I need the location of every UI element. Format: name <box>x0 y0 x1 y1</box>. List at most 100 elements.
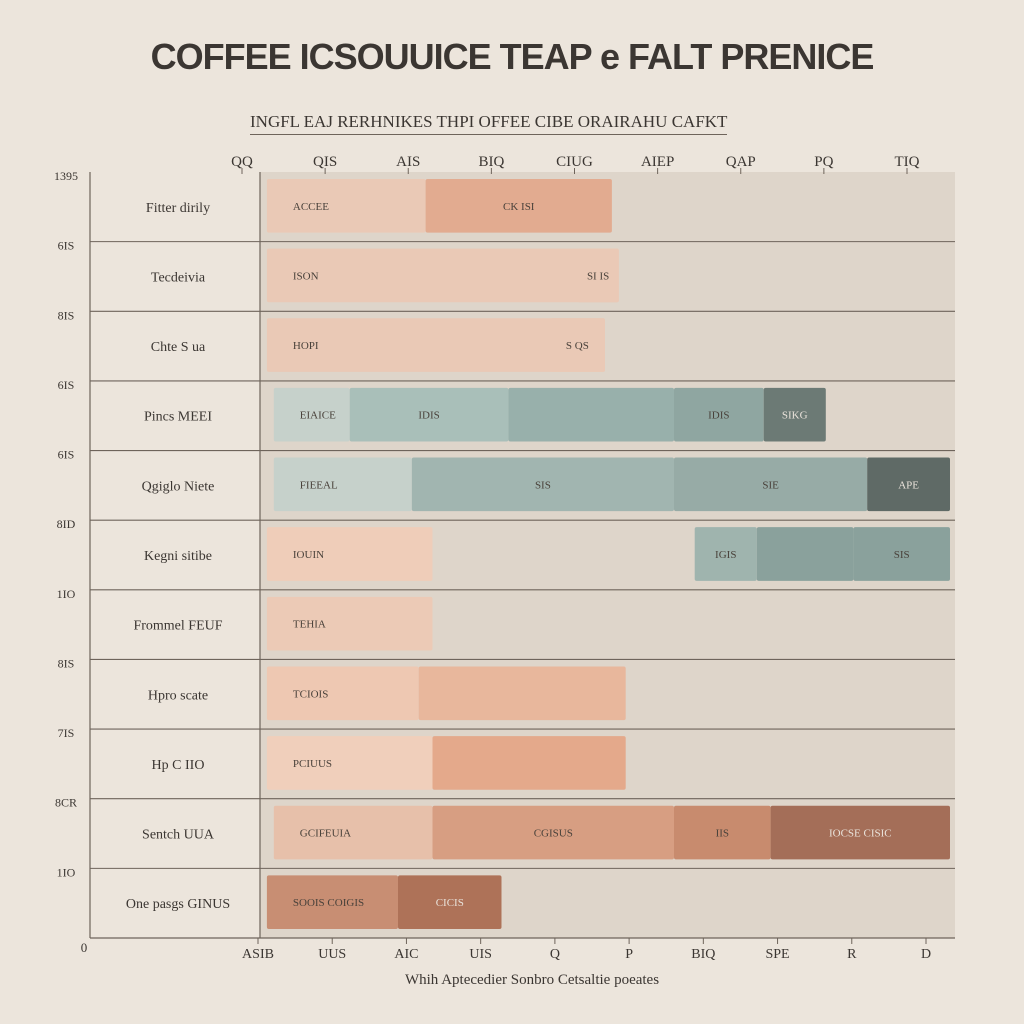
category-label: Kegni sitibe <box>144 549 212 564</box>
bar-label: TEHIA <box>293 619 326 631</box>
left-tick-label: 6IS <box>58 239 75 253</box>
bar-label: HOPI <box>293 340 319 352</box>
bar-segment <box>266 596 433 651</box>
chart-title: COFFEE ICSOUUICE TEAP e FALT PRENICE <box>150 36 875 77</box>
bottom-tick-label: AIC <box>394 947 418 962</box>
bar-segment <box>674 805 771 860</box>
left-tick-label: 8IS <box>58 308 75 322</box>
bar-segment <box>425 179 612 233</box>
bar-segment <box>432 805 674 860</box>
bar-segment <box>674 387 764 442</box>
category-label: Fitter dirily <box>146 201 210 216</box>
top-tick-label: TIQ <box>895 154 920 170</box>
bar-segment <box>398 875 502 929</box>
left-tick-label: 8ID <box>57 517 76 531</box>
left-tick-label: 7IS <box>58 726 75 740</box>
left-tick-label: 1IO <box>57 587 76 601</box>
bar-segment <box>273 805 433 860</box>
top-tick-label: AIS <box>396 154 420 170</box>
left-tick-label: 6IS <box>58 448 75 462</box>
bottom-tick-label: ASIB <box>242 947 274 962</box>
category-label: Qgiglo Niete <box>142 479 215 494</box>
bar-segment <box>694 527 757 581</box>
category-label: Hpro scate <box>148 688 208 703</box>
bar-label: FIEEAL <box>300 479 338 491</box>
chart-subtitle: INGFL EAJ RERHNIKES THPI OFFEE CIBE ORAI… <box>250 112 728 135</box>
bar-label: SIKG <box>782 410 808 422</box>
bar-label: IGIS <box>715 549 736 561</box>
bar-label: SIS <box>535 479 551 491</box>
bottom-tick-label: P <box>625 947 633 962</box>
bar-label: SIE <box>762 479 779 491</box>
bar-label: SOOIS COIGIS <box>293 897 364 909</box>
bar-label: S QS <box>566 340 589 352</box>
bar-segment <box>549 318 605 372</box>
top-tick-label: PQ <box>814 154 833 170</box>
bar-label: CK ISI <box>503 201 535 213</box>
bar-label: SI IS <box>587 270 609 282</box>
bottom-tick-label: UIS <box>469 947 492 962</box>
bar-segment <box>266 666 419 721</box>
bar-label: IOCSE CISIC <box>829 828 892 840</box>
bottom-tick-label: Q <box>550 947 560 962</box>
bar-label: IIS <box>716 828 729 840</box>
bar-label: EIAICE <box>300 410 336 422</box>
origin-label: 0 <box>81 940 88 955</box>
bar-segment <box>273 457 412 512</box>
left-tick-label: 6IS <box>58 378 75 392</box>
bar-label: IDIS <box>418 410 439 422</box>
bottom-tick-label: SPE <box>765 947 789 962</box>
bottom-tick-label: BIQ <box>691 947 715 962</box>
bar-segment <box>266 527 433 581</box>
bottom-tick-label: R <box>847 947 857 962</box>
bar-label: ISON <box>293 270 319 282</box>
bar-segment <box>266 736 433 790</box>
left-tick-label: 1IO <box>57 865 76 879</box>
top-tick-label: AIEP <box>641 154 674 170</box>
bar-segment <box>674 457 868 512</box>
category-label: Hp C IIO <box>152 758 205 773</box>
bar-segment <box>266 318 605 372</box>
bar-segment <box>763 387 826 442</box>
top-tick-label: QAP <box>726 154 756 170</box>
top-tick-label: QQ <box>231 154 253 170</box>
bar-label: CGISUS <box>534 828 573 840</box>
bar-label: GCIFEUIA <box>300 828 351 840</box>
category-label: One pasgs GINUS <box>126 897 230 912</box>
bar-segment <box>273 387 350 442</box>
category-label: Sentch UUA <box>142 828 215 843</box>
bar-label: APE <box>898 479 919 491</box>
bar-segment <box>266 875 398 929</box>
bar-segment <box>756 527 854 581</box>
bar-segment <box>867 457 950 512</box>
bar-label: SIS <box>894 549 910 561</box>
bar-label: IDIS <box>708 410 729 422</box>
bar-segment <box>508 387 674 442</box>
bar-label: IOUIN <box>293 549 324 561</box>
bar-label: TCIOIS <box>293 688 328 700</box>
bar-label: ACCEE <box>293 201 329 213</box>
bottom-tick-label: UUS <box>318 947 346 962</box>
bottom-tick-label: D <box>921 947 931 962</box>
left-tick-label: 8IS <box>58 656 75 670</box>
category-label: Frommel FEUF <box>133 619 222 634</box>
bar-segment <box>770 805 950 860</box>
bar-segment <box>266 179 426 233</box>
bar-segment <box>432 736 626 790</box>
x-axis-label: Whih Aptecedier Sonbro Cetsaltie poeates <box>404 972 660 988</box>
left-tick-label: 1395 <box>54 169 78 183</box>
top-tick-label: QIS <box>313 154 337 170</box>
left-tick-label: 8CR <box>55 796 77 810</box>
bar-segment <box>577 248 619 303</box>
category-label: Tecdeivia <box>151 270 206 285</box>
top-tick-label: CIUG <box>556 154 593 170</box>
bar-segment <box>411 457 674 512</box>
bar-label: PCIUUS <box>293 758 332 770</box>
category-label: Pincs MEEI <box>144 410 212 425</box>
bar-segment <box>266 248 619 303</box>
bar-label: CICIS <box>436 897 464 909</box>
top-tick-label: BIQ <box>478 154 504 170</box>
bar-segment <box>853 527 950 581</box>
bar-segment <box>349 387 509 442</box>
